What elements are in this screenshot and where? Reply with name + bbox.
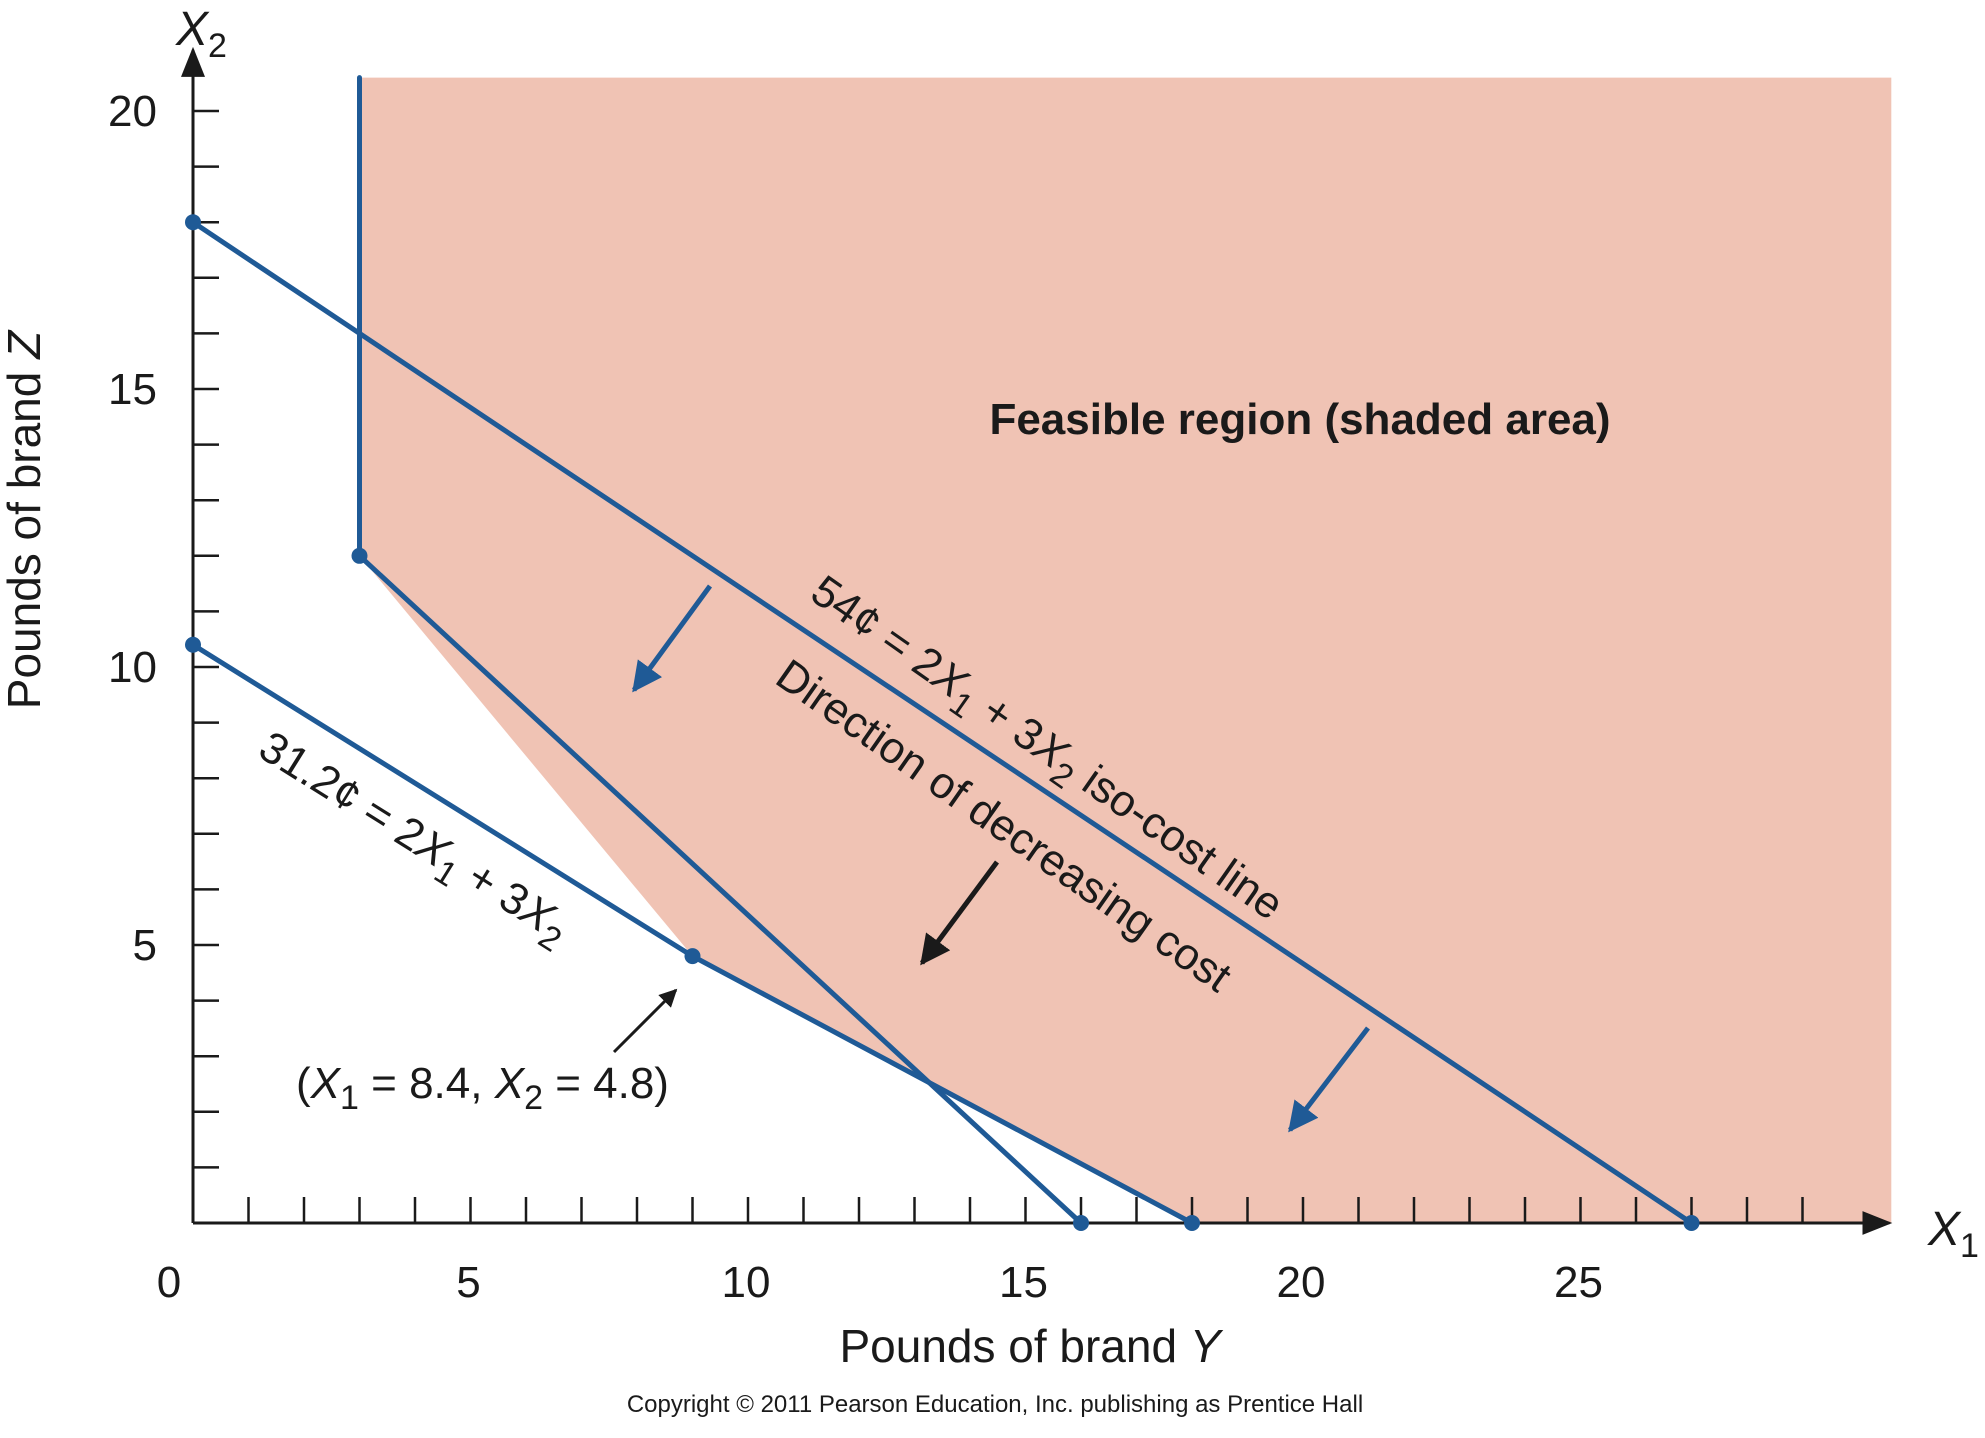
tick-labels: 0 5 10 15 20 25 5 10 15 20: [108, 87, 1603, 1307]
x-tick-label: 5: [456, 1258, 480, 1307]
y-variable-label: X2: [175, 3, 227, 65]
line-isocost-54: [190, 219, 1694, 1226]
x-tick-label: 0: [157, 1258, 181, 1307]
feasible-region: [359, 77, 1892, 1223]
x-variable-label: X1: [1927, 1203, 1979, 1265]
y-tick-label: 5: [133, 921, 157, 970]
direction-arrow: [631, 584, 713, 693]
x-tick-label: 10: [722, 1258, 771, 1307]
corner-point: [185, 214, 201, 231]
corner-point: [684, 948, 701, 965]
x-tick-label: 25: [1554, 1258, 1603, 1307]
y-tick-label: 10: [108, 643, 157, 692]
copyright: Copyright © 2011 Pearson Education, Inc.…: [627, 1391, 1363, 1418]
direction-arrows: [612, 584, 1370, 1133]
corner-point: [1184, 1215, 1200, 1231]
line-constraint-shallow: [690, 953, 1195, 1226]
y-axis-title: Pounds of brand Z: [0, 329, 50, 709]
corner-points: [185, 214, 1700, 1231]
corner-point: [1073, 1215, 1089, 1231]
corner-point: [185, 636, 201, 653]
direction-arrow: [1288, 1026, 1370, 1133]
axes: [181, 46, 1893, 1235]
x-tick-label: 20: [1277, 1258, 1326, 1307]
line-constraint-steep: [357, 553, 1084, 1226]
y-tick-label: 15: [108, 365, 157, 414]
x-axis-title: Pounds of brand Y: [839, 1320, 1223, 1372]
feasible-region-label: Feasible region (shaded area): [989, 395, 1610, 444]
y-tick-label: 20: [108, 87, 157, 136]
optimum-pointer-arrow: [612, 988, 678, 1054]
constraint-lines: [190, 75, 1694, 1226]
corner-point: [351, 547, 368, 564]
direction-arrow: [919, 860, 1000, 966]
x-tick-label: 15: [999, 1258, 1048, 1307]
optimum-label: (X1 = 8.4, X2 = 4.8): [296, 1059, 669, 1117]
corner-point: [1683, 1215, 1700, 1231]
line-isocost-31-2: [190, 642, 695, 959]
